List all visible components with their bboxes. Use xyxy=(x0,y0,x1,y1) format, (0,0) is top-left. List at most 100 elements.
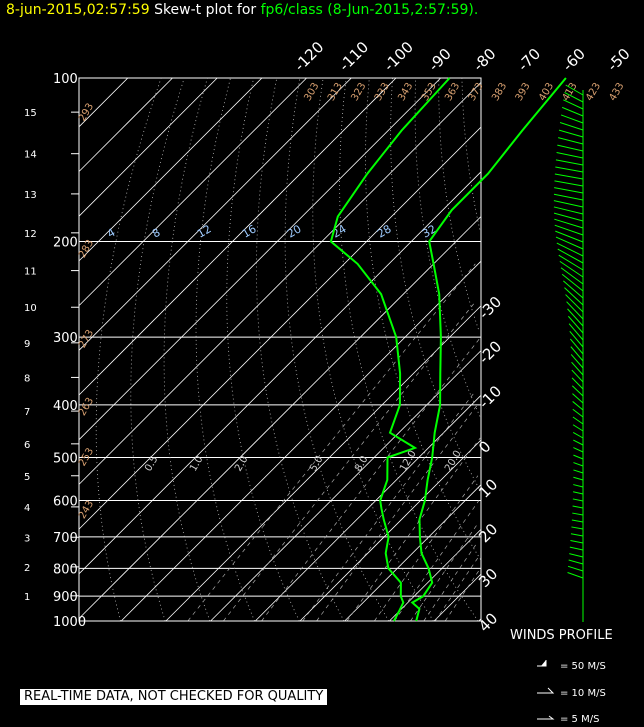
wind-barb xyxy=(560,267,584,285)
theta-label: 363 xyxy=(443,81,462,103)
wind-barb xyxy=(554,218,584,229)
mixing-ratio-line xyxy=(434,556,480,622)
dry-adiabat xyxy=(414,77,481,417)
title-date: 8-jun-2015,02:57:59 xyxy=(6,2,150,18)
altitude-tick-label: 4 xyxy=(24,503,30,514)
temperature-profile xyxy=(410,77,567,622)
wind-barb xyxy=(573,476,584,481)
isotherm-line xyxy=(299,439,482,622)
wind-barb xyxy=(569,338,584,355)
wind-barb xyxy=(553,193,584,201)
dewpoint-profile xyxy=(329,77,451,622)
wind-barb xyxy=(571,385,584,397)
wind-barb xyxy=(554,187,584,194)
isotherm-line xyxy=(78,216,482,619)
isotherm-line xyxy=(78,77,129,128)
pressure-tick-label: 400 xyxy=(53,399,78,414)
dry-adiabat xyxy=(130,77,185,622)
wind-barb xyxy=(555,236,584,250)
wind-legend-glyph xyxy=(537,715,555,720)
isotherm-line xyxy=(78,77,441,440)
isotherm-line xyxy=(120,260,482,622)
theta-label: 303 xyxy=(302,81,321,103)
wind-barb xyxy=(558,254,584,271)
wind-barb xyxy=(568,559,584,565)
altitude-tick-label: 1 xyxy=(24,592,30,603)
mixing-ratio-grid xyxy=(187,263,482,622)
mixing-ratio-line xyxy=(346,437,481,622)
temp-right-label: -30 xyxy=(475,293,505,323)
mixing-ratio-line xyxy=(423,543,477,622)
mixing-ratio-label: 8 xyxy=(150,226,163,241)
theta-label: 313 xyxy=(326,81,345,103)
isotherm-line xyxy=(210,350,482,622)
title-plot: Skew-t plot for xyxy=(154,2,257,18)
isotherm-grid xyxy=(78,77,482,622)
temp-right-label: 0 xyxy=(475,437,494,456)
wind-barb xyxy=(572,431,584,439)
wind-barb xyxy=(572,401,584,411)
sounding-profiles xyxy=(329,77,567,622)
disclaimer-banner: REAL-TIME DATA, NOT CHECKED FOR QUALITY xyxy=(20,689,328,705)
altitude-tick-label: 9 xyxy=(24,339,30,350)
wind-barb xyxy=(570,346,584,362)
altitude-tick-label: 15 xyxy=(24,108,37,119)
wind-legend-50: = 50 M/S xyxy=(560,661,606,672)
mixing-ratio-line xyxy=(374,475,479,622)
theta-label: 383 xyxy=(490,81,509,103)
wind-barb xyxy=(570,533,584,537)
pressure-tick-label: 700 xyxy=(53,531,78,546)
wind-legend-glyph xyxy=(537,687,555,694)
wind-barb xyxy=(563,99,584,110)
wind-barb xyxy=(561,273,584,292)
temp-top-label: -110 xyxy=(335,38,372,75)
plot-title: 8-jun-2015,02:57:59 Skew-t plot for fp6/… xyxy=(6,2,478,18)
wind-barb xyxy=(572,505,584,509)
winds-profile-title: WINDS PROFILE xyxy=(510,628,613,643)
theta-label: 263 xyxy=(77,396,96,418)
pressure-tick-label: 900 xyxy=(53,590,78,605)
pressure-tick-label: 200 xyxy=(53,235,78,250)
wind-barb xyxy=(573,484,584,488)
dry-adiabat xyxy=(312,77,434,622)
wind-barb xyxy=(572,491,584,495)
wind-barb xyxy=(572,416,584,425)
wind-barb xyxy=(565,84,584,96)
wind-barb xyxy=(569,330,584,348)
dry-adiabat-grid xyxy=(95,77,481,622)
wind-legend-10: = 10 M/S xyxy=(560,688,606,699)
wind-barb xyxy=(553,200,584,208)
wind-barb xyxy=(562,280,584,299)
altitude-tick-label: 10 xyxy=(24,303,37,314)
wind-barb xyxy=(556,152,584,159)
isotherm-line xyxy=(78,77,352,351)
dry-adiabat xyxy=(163,77,211,622)
wind-barb xyxy=(572,393,584,404)
mixing-ratio-line xyxy=(410,522,479,622)
wind-barb xyxy=(555,166,584,173)
dry-adiabat xyxy=(95,77,162,622)
pressure-tick-label: 100 xyxy=(53,72,78,87)
temp-top-label: -90 xyxy=(425,45,455,75)
wind-barb xyxy=(571,361,584,376)
mixing-ratio-label: 12 xyxy=(195,222,214,240)
wind-barb xyxy=(572,512,584,516)
isotherm-line xyxy=(433,573,482,622)
wind-barb xyxy=(567,572,584,579)
dry-adiabat xyxy=(461,77,481,230)
isotherm-line xyxy=(78,77,218,217)
wind-barb xyxy=(554,180,584,187)
wind-barb xyxy=(571,526,584,530)
wind-legend-5: = 5 M/S xyxy=(560,714,600,725)
temp-right-label: 20 xyxy=(475,520,501,546)
theta-label: 373 xyxy=(467,81,486,103)
wind-barb xyxy=(567,315,584,334)
wind-barb xyxy=(571,369,584,383)
wind-barb xyxy=(569,553,584,558)
wind-barb xyxy=(573,462,584,467)
temp-top-label: -100 xyxy=(380,38,417,75)
wind-barb xyxy=(566,301,584,320)
isotherm-line xyxy=(78,171,482,575)
wind-barb xyxy=(572,498,584,502)
theta-label: 433 xyxy=(607,81,626,103)
